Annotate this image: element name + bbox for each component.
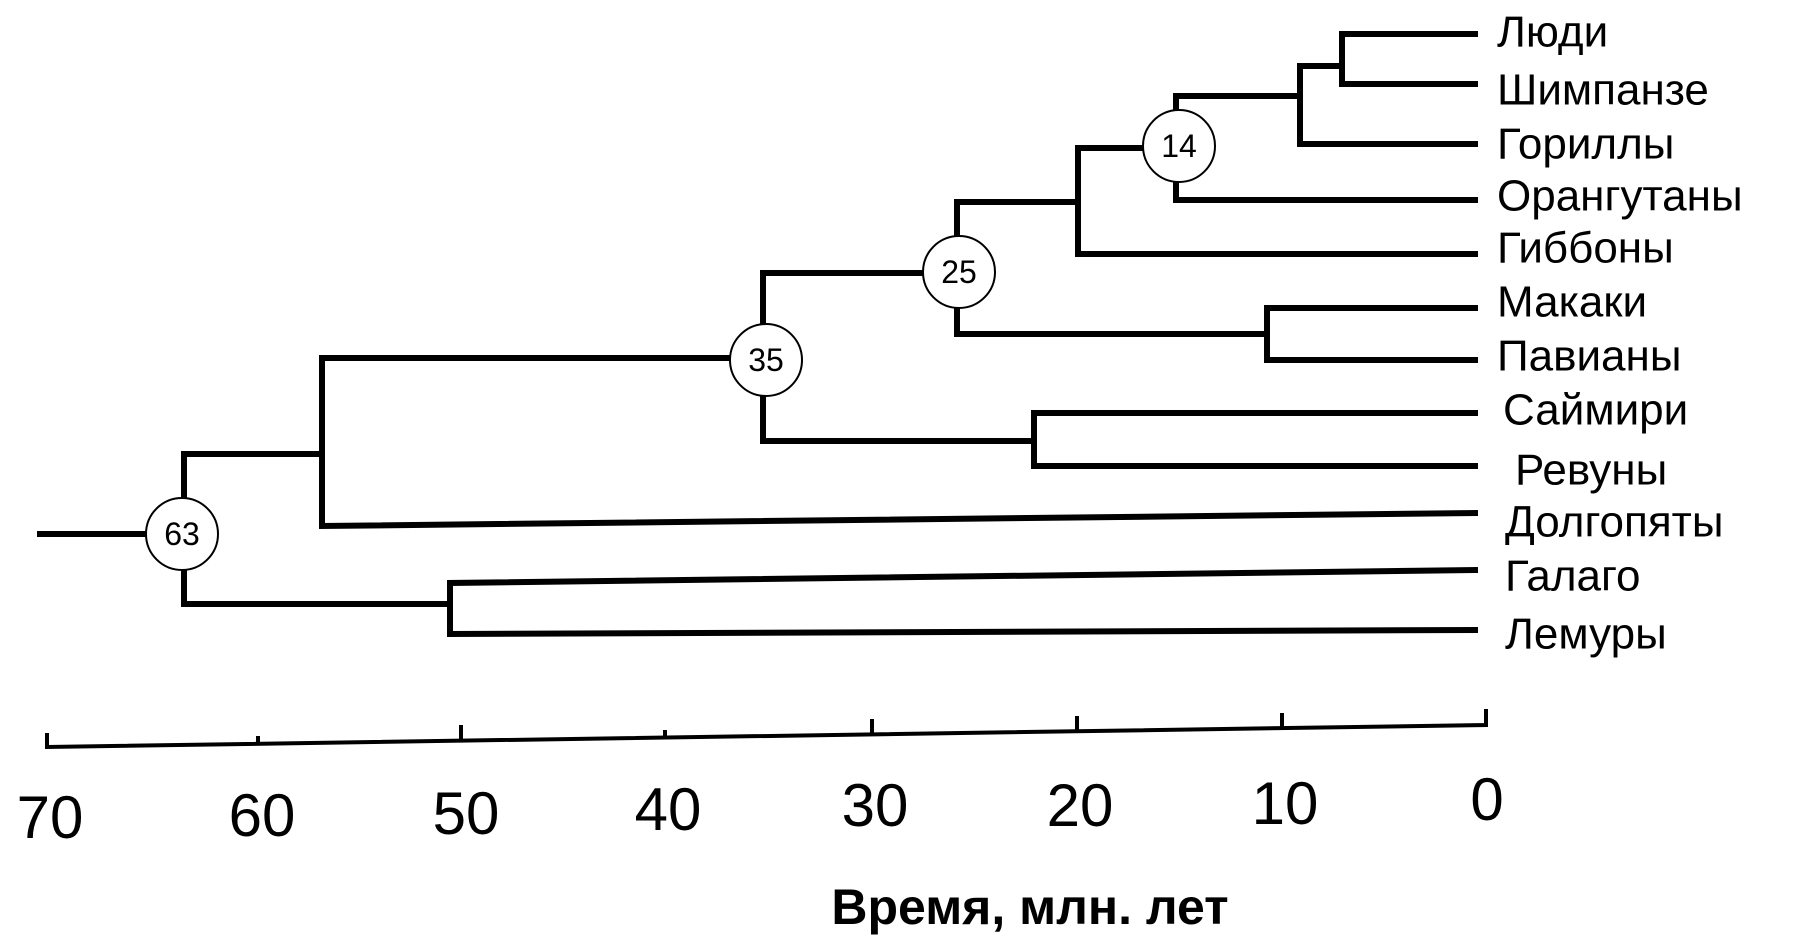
node-35: 35 xyxy=(729,323,803,397)
node-63: 63 xyxy=(145,497,219,571)
node-9-split xyxy=(1297,63,1478,147)
node-14-circle xyxy=(1142,109,1216,183)
taxon-label-galagos: Галаго xyxy=(1505,552,1641,601)
node-25-circle xyxy=(922,235,996,309)
node-25-label: 25 xyxy=(941,254,977,290)
taxon-label-humans: Люди xyxy=(1497,8,1608,57)
axis-tick-label-40: 40 xyxy=(635,776,702,843)
node-22-split xyxy=(1031,410,1478,469)
node-markers: 63 35 25 14 xyxy=(145,109,1216,571)
node-10-split xyxy=(1264,305,1478,363)
axis-tick-label-20: 20 xyxy=(1047,772,1114,839)
taxon-label-squirrel-monkeys: Саймири xyxy=(1503,386,1688,435)
taxon-label-chimpanzees: Шимпанзе xyxy=(1497,66,1709,115)
taxon-label-howlers: Ревуны xyxy=(1515,446,1667,495)
axis-title: Время, млн. лет xyxy=(831,879,1228,935)
axis-tick-label-50: 50 xyxy=(433,780,500,847)
axis-tick-label-30: 30 xyxy=(842,772,909,839)
axis-tick-label-0: 0 xyxy=(1470,766,1503,833)
node-14-split xyxy=(1173,93,1478,203)
taxon-label-gibbons: Гиббоны xyxy=(1497,224,1674,273)
axis-tick-label-60: 60 xyxy=(229,782,296,849)
taxon-labels: Люди Шимпанзе Гориллы Орангутаны Гиббоны… xyxy=(1497,8,1743,659)
taxon-label-macaques: Макаки xyxy=(1497,278,1647,327)
taxon-label-baboons: Павианы xyxy=(1497,332,1681,381)
node-63-label: 63 xyxy=(164,516,200,552)
node-14: 14 xyxy=(1142,109,1216,183)
node-57-split xyxy=(319,355,1479,530)
node-20-split xyxy=(1075,145,1478,257)
taxon-label-gorillas: Гориллы xyxy=(1497,120,1674,169)
node-63-split xyxy=(181,451,453,607)
time-axis: 70 60 50 40 30 20 10 0 Время, млн. лет xyxy=(17,709,1504,935)
node-7-split xyxy=(1339,31,1478,87)
time-axis-line xyxy=(45,709,1488,750)
node-35-circle xyxy=(729,323,803,397)
axis-tick-label-70: 70 xyxy=(17,784,84,851)
node-35-label: 35 xyxy=(748,342,784,378)
taxon-label-lemurs: Лемуры xyxy=(1505,610,1667,659)
taxon-label-tarsiers: Долгопяты xyxy=(1505,498,1723,547)
node-14-label: 14 xyxy=(1161,128,1197,164)
node-25-split xyxy=(954,199,1270,337)
taxon-label-orangutans: Орангутаны xyxy=(1497,172,1743,221)
node-35-split xyxy=(760,270,1037,444)
node-25: 25 xyxy=(922,235,996,309)
node-63-circle xyxy=(145,497,219,571)
node-51-split xyxy=(447,566,1479,638)
axis-tick-label-10: 10 xyxy=(1252,770,1319,837)
